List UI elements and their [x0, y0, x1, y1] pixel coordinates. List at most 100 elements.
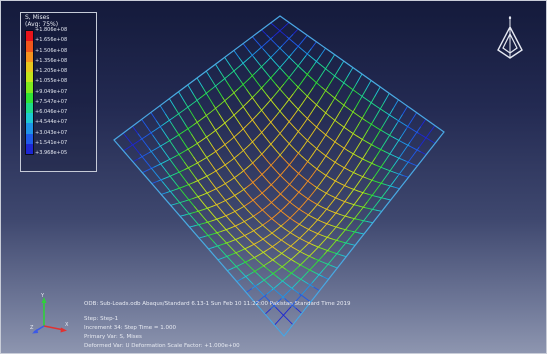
mesh-element-edge — [271, 246, 279, 252]
legend-swatch — [26, 113, 33, 124]
mesh-element-edge — [375, 197, 382, 206]
mesh-element-edge — [378, 161, 385, 171]
mesh-element-edge — [343, 238, 350, 246]
mesh-element-edge — [384, 153, 391, 163]
mesh-element-edge — [214, 216, 221, 224]
mesh-element-edge — [277, 172, 285, 180]
mesh-element-edge — [218, 113, 226, 124]
mesh-element-edge — [382, 172, 389, 182]
mesh-element-edge — [211, 84, 218, 90]
mesh-element-edge — [327, 156, 334, 162]
mesh-element-edge — [295, 235, 302, 240]
mesh-element-edge — [275, 27, 283, 33]
mesh-element-edge — [305, 267, 313, 272]
mesh-element-edge — [352, 231, 359, 234]
mesh-element-edge — [235, 73, 242, 83]
mesh-element-edge — [348, 202, 355, 206]
mesh-element-edge — [226, 202, 234, 210]
mesh-element-edge — [183, 100, 191, 111]
mesh-element-edge — [280, 235, 288, 241]
mesh-element-edge — [216, 79, 224, 86]
mesh-element-edge — [220, 229, 227, 233]
mesh-element-edge — [233, 49, 240, 59]
mesh-element-edge — [137, 133, 145, 142]
mesh-element-edge — [285, 198, 293, 205]
mesh-element-edge — [210, 218, 218, 222]
mesh-element-edge — [184, 166, 191, 171]
mesh-element-edge — [290, 175, 298, 183]
mesh-element-edge — [420, 151, 427, 156]
mesh-element-edge — [313, 286, 321, 292]
mesh-element-edge — [259, 250, 266, 255]
mesh-element-edge — [154, 156, 162, 165]
mesh-element-edge — [275, 298, 282, 305]
mesh-element-edge — [207, 235, 215, 243]
mesh-element-edge — [259, 129, 266, 138]
mesh-element-edge — [298, 202, 305, 210]
mesh-element-edge — [286, 34, 294, 41]
mesh-element-edge — [368, 193, 375, 197]
mesh-element-edge — [307, 214, 315, 219]
mesh-element-edge — [272, 90, 279, 99]
mesh-element-edge — [267, 273, 274, 278]
mesh-element-edge — [222, 238, 229, 246]
mesh-element-edge — [230, 175, 237, 181]
mesh-element-edge — [274, 193, 281, 200]
mesh-element-edge — [236, 278, 243, 283]
mesh-element-edge — [270, 303, 277, 310]
mesh-element-edge — [226, 80, 233, 91]
mesh-element-edge — [266, 36, 273, 43]
mesh-element-edge — [265, 184, 272, 191]
mesh-element-edge — [292, 266, 300, 273]
mesh-element-edge — [240, 81, 248, 91]
mesh-element-edge — [197, 194, 204, 198]
mesh-element-edge — [320, 174, 327, 184]
mesh-element-edge — [312, 244, 319, 248]
mesh-element-edge — [367, 177, 375, 186]
mesh-element-edge — [340, 254, 347, 258]
mesh-element-edge — [339, 213, 346, 217]
mesh-element-edge — [266, 232, 273, 238]
mesh-element-edge — [329, 180, 336, 189]
mesh-element-edge — [301, 238, 308, 243]
view-orientation-icon[interactable] — [496, 14, 524, 62]
mesh-element-edge — [316, 95, 323, 106]
mesh-element-edge — [237, 83, 244, 90]
mesh-element-edge — [345, 128, 352, 133]
mesh-element-edge — [323, 62, 330, 73]
mesh-element-edge — [128, 139, 135, 148]
mesh-element-edge — [327, 257, 334, 265]
mesh-element-edge — [370, 123, 378, 129]
mesh-element-edge — [178, 153, 186, 163]
mesh-element-edge — [345, 92, 352, 103]
mesh-element-edge — [307, 283, 315, 288]
mesh-element-edge — [296, 150, 303, 158]
mesh-element-edge — [235, 266, 243, 273]
mesh-element-edge — [339, 124, 347, 129]
mesh-element-edge — [261, 41, 268, 48]
mesh-element-edge — [325, 103, 332, 114]
mesh-element-edge — [230, 190, 237, 199]
mesh-element-edge — [159, 105, 167, 115]
mesh-element-edge — [403, 142, 411, 147]
mesh-element-edge — [224, 122, 231, 132]
mesh-element-edge — [163, 158, 171, 163]
mesh-element-edge — [141, 169, 149, 174]
mesh-element-edge — [328, 119, 336, 130]
mesh-element-edge — [250, 72, 257, 82]
mesh-element-edge — [207, 131, 215, 137]
mesh-element-edge — [419, 118, 427, 128]
mesh-element-edge — [156, 120, 163, 130]
mesh-element-edge — [222, 161, 230, 171]
mesh-element-edge — [143, 140, 150, 150]
mesh-element-edge — [298, 173, 305, 179]
mesh-element-edge — [244, 121, 252, 128]
mesh-element-edge — [196, 142, 204, 153]
mesh-element-edge — [402, 174, 409, 178]
mesh-element-edge — [304, 196, 311, 204]
mesh-element-edge — [189, 169, 197, 179]
mesh-element-edge — [252, 157, 259, 164]
mesh-element-edge — [374, 104, 381, 110]
